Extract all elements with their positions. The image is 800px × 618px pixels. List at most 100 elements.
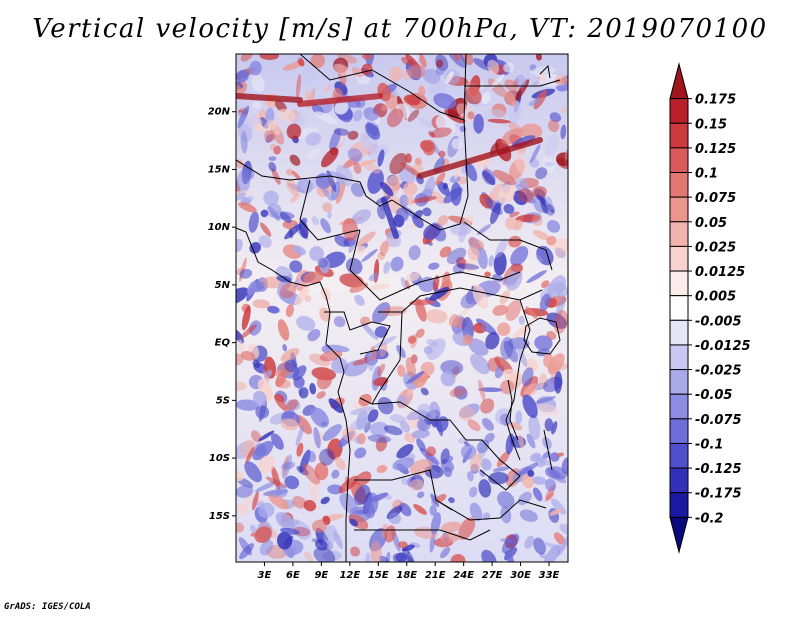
field-cell [236, 503, 249, 516]
field-cell [551, 421, 558, 435]
field-cell [495, 238, 508, 258]
field-cell [389, 66, 403, 82]
colorbar-swatch [669, 393, 689, 420]
field-cell [263, 190, 279, 206]
field-cell [430, 493, 440, 508]
field-cell [280, 347, 300, 362]
field-cell [258, 430, 275, 442]
field-cell [397, 364, 406, 377]
field-cell [303, 271, 324, 284]
field-cell [455, 122, 462, 128]
colorbar-swatch [669, 319, 689, 346]
field-cell [484, 432, 495, 443]
field-cell [439, 246, 452, 258]
field-cell [401, 56, 412, 66]
field-cell [350, 406, 375, 415]
field-cell [554, 77, 568, 84]
field-cell [514, 74, 527, 88]
field-cell [296, 465, 309, 476]
field-cell [460, 444, 477, 460]
field-cell [504, 217, 518, 231]
field-cell [238, 339, 244, 353]
field-cell [367, 169, 384, 194]
colorbar-label: 0.05 [695, 216, 727, 231]
field-cell [389, 152, 408, 175]
field-cell [347, 148, 363, 162]
field-cell [377, 149, 385, 167]
field-cell [258, 502, 275, 518]
field-cell [390, 256, 404, 272]
coastline-west-africa [236, 227, 351, 562]
field-cell [546, 467, 567, 484]
field-cell [528, 414, 541, 440]
field-cell [388, 512, 402, 525]
field-cell [519, 509, 538, 522]
field-cell [493, 251, 507, 276]
field-cell [561, 106, 567, 113]
field-cell [353, 109, 363, 122]
field-cell [536, 396, 557, 413]
field-cell [496, 450, 510, 468]
field-cell [356, 245, 366, 255]
field-cell [270, 433, 284, 450]
field-cell [478, 479, 492, 498]
field-cell [481, 168, 496, 185]
field-cell [286, 399, 299, 411]
field-cell [478, 387, 503, 393]
field-cell [381, 104, 388, 112]
field-cell [441, 521, 462, 533]
field-cell [411, 429, 430, 439]
field-cell [417, 403, 437, 421]
field-cell [347, 130, 359, 140]
field-cell [429, 504, 437, 516]
colorbar-label: 0.125 [695, 142, 736, 157]
field-cell [397, 541, 408, 549]
field-cell [451, 138, 463, 150]
field-cell [317, 371, 333, 390]
colorbar-swatch [669, 295, 689, 321]
field-cell [480, 323, 490, 332]
field-cell [539, 293, 551, 312]
field-cell [517, 433, 525, 449]
field-cell [373, 349, 389, 360]
field-cell [289, 260, 303, 273]
field-cell [310, 54, 326, 69]
field-cell [292, 495, 307, 509]
field-cell [369, 283, 391, 291]
field-cell [418, 117, 433, 128]
field-cell [544, 133, 560, 156]
field-cell [467, 245, 480, 261]
field-cell [542, 157, 556, 173]
field-cell [432, 275, 440, 292]
field-cell [392, 457, 415, 471]
field-cell [525, 306, 538, 320]
colorbar-swatch [669, 418, 689, 444]
field-cell [264, 369, 273, 379]
colorbar-swatch [669, 369, 689, 395]
field-cell [275, 371, 287, 388]
field-cell [258, 235, 272, 248]
field-cell [508, 100, 522, 125]
field-cell [374, 325, 388, 338]
lon-label: 18E [396, 570, 417, 581]
field-cell [280, 418, 299, 431]
field-cell [236, 470, 245, 482]
field-cell [481, 92, 491, 105]
lon-label: 24E [453, 570, 474, 581]
field-cell [292, 113, 306, 127]
field-cell [350, 546, 361, 557]
field-cell [522, 474, 534, 489]
field-cell [400, 477, 409, 486]
field-cell [342, 427, 358, 442]
field-cell [323, 525, 338, 545]
field-cell [281, 461, 296, 470]
field-cell [487, 59, 500, 75]
colorbar-label: -0.075 [695, 413, 742, 428]
field-cell [406, 371, 425, 384]
field-cell [252, 243, 261, 253]
field-cell [337, 54, 358, 64]
field-cell [467, 237, 485, 250]
field-cell [551, 498, 566, 515]
field-cell [254, 526, 272, 543]
field-cell [430, 512, 441, 535]
